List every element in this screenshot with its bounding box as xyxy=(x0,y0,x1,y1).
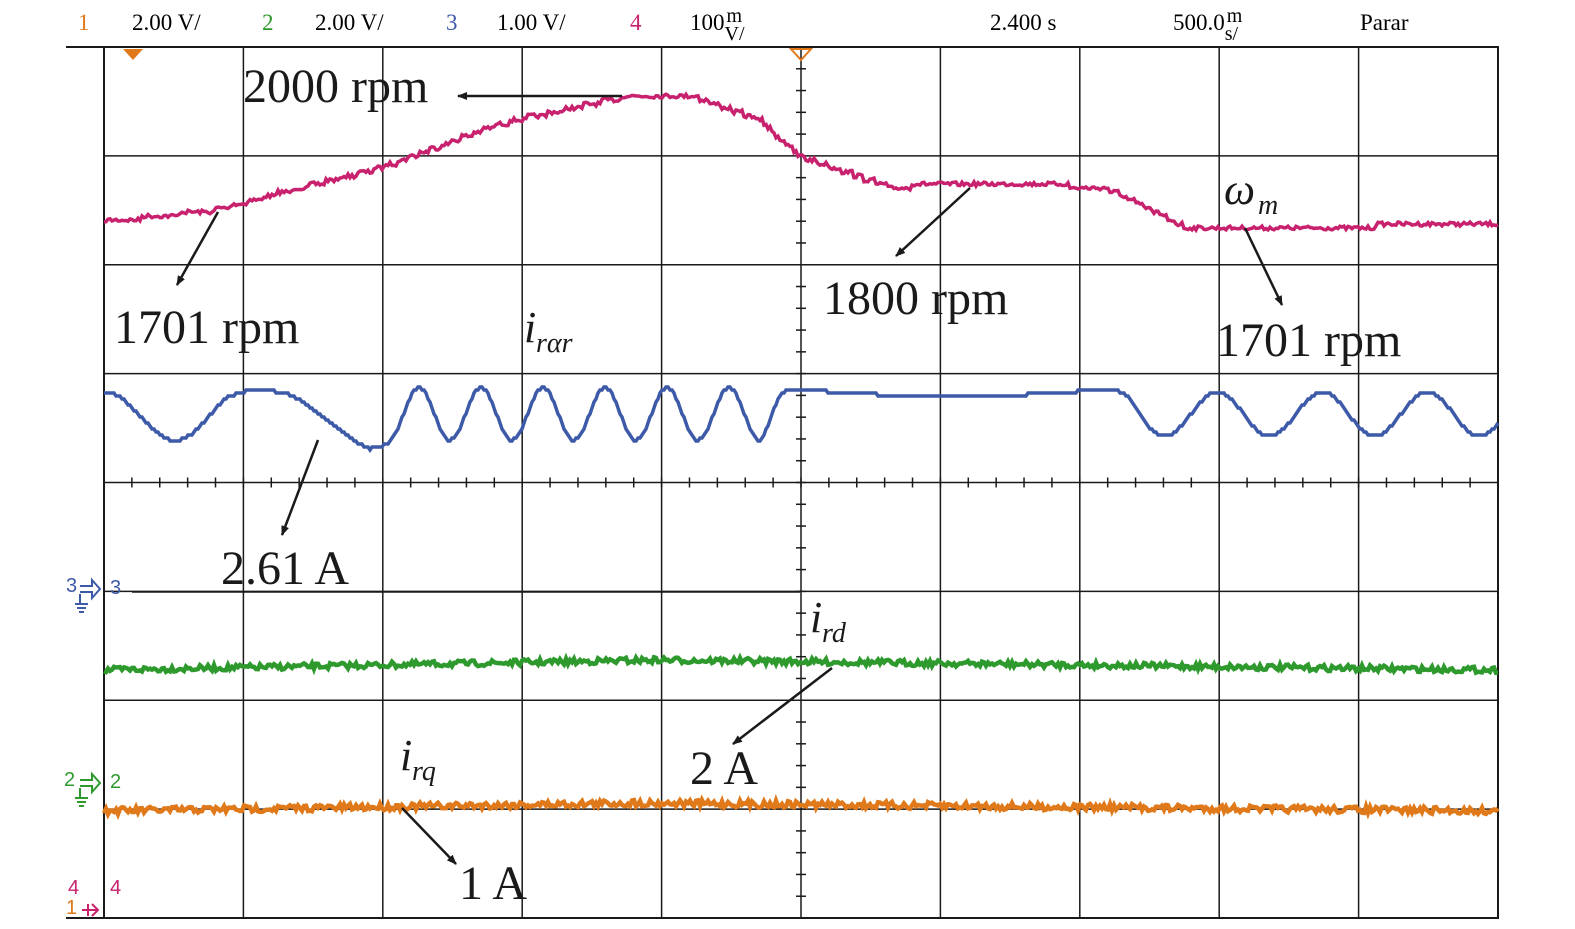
ch2-ground-marker[interactable]: 2 2 xyxy=(64,769,121,807)
ch3-ground-marker[interactable]: 3 3 xyxy=(66,575,121,613)
label-omega-m: ω m xyxy=(1224,165,1278,221)
ch1-number[interactable]: 1 xyxy=(78,10,90,35)
run-state[interactable]: Parar xyxy=(1360,10,1409,35)
label-i-rd: i rd xyxy=(810,593,847,649)
ch2-scale[interactable]: 2.00 V/ xyxy=(315,10,384,35)
label-2.61A: 2.61 A xyxy=(221,542,349,595)
ch3-marker-right: 3 xyxy=(110,577,121,599)
ch4-speed-trace xyxy=(103,91,1499,234)
ch4-unit-bottom: V/ xyxy=(724,23,745,45)
ch4-unit-top: m xyxy=(726,5,743,27)
ch4-marker-left: 4 xyxy=(68,877,79,899)
i-rq-subscript: rq xyxy=(412,756,436,787)
arrow-1A xyxy=(401,807,457,865)
timebase[interactable]: 500.0 m s/ xyxy=(1173,5,1251,45)
label-i-rar: i rαr xyxy=(524,303,573,359)
timebase-base: 500.0 xyxy=(1173,10,1225,35)
ch1-trigger-marker-icon[interactable] xyxy=(123,49,143,60)
timebase-unit-bottom: s/ xyxy=(1224,23,1239,45)
ch4-ground-marker[interactable]: 4 4 1 xyxy=(66,877,121,919)
ch1-irq-trace xyxy=(101,794,1500,821)
ch4-scale[interactable]: 100 m V/ xyxy=(690,5,751,45)
arrow-2A xyxy=(732,667,833,745)
label-2A: 2 A xyxy=(690,742,758,795)
arrow-1800rpm xyxy=(895,187,971,257)
graticule xyxy=(66,46,1499,919)
arrow-1701rpm-start xyxy=(175,211,220,286)
ch3-marker-left: 3 xyxy=(66,575,77,597)
ch2-ird-trace xyxy=(103,652,1499,676)
ch1-marker-left: 1 xyxy=(66,897,77,919)
arrow-1701rpm-end xyxy=(1243,227,1284,306)
status-bar: 1 2.00 V/ 2 2.00 V/ 3 1.00 V/ 4 100 m V/ 2… xyxy=(0,0,1575,48)
ch3-scale[interactable]: 1.00 V/ xyxy=(497,10,566,35)
i-rq-symbol: i xyxy=(400,731,412,780)
traces xyxy=(101,91,1500,821)
trigger-position-icon[interactable] xyxy=(788,48,814,62)
timebase-unit: m s/ xyxy=(1225,5,1251,45)
omega-symbol: ω xyxy=(1224,165,1255,214)
ch3-rotor-current-trace xyxy=(104,385,1500,454)
ch2-marker-right: 2 xyxy=(110,771,121,793)
label-1701rpm-end: 1701 rpm xyxy=(1216,314,1401,367)
label-2000rpm: 2000 rpm xyxy=(243,60,428,113)
ch3-ground-icon xyxy=(75,577,102,613)
i-rd-symbol: i xyxy=(810,593,822,642)
timebase-unit-top: m xyxy=(1226,5,1243,27)
ch4-scale-unit: m V/ xyxy=(725,5,751,45)
omega-subscript: m xyxy=(1258,190,1278,221)
ch2-number[interactable]: 2 xyxy=(262,10,274,35)
trigger-time[interactable]: 2.400 s xyxy=(990,10,1057,35)
i-rar-symbol: i xyxy=(524,303,536,352)
ch4-number[interactable]: 4 xyxy=(630,10,642,35)
ch1-scale[interactable]: 2.00 V/ xyxy=(132,10,201,35)
label-1701rpm-start: 1701 rpm xyxy=(114,301,299,354)
ch3-number[interactable]: 3 xyxy=(446,10,458,35)
ch4-ground-icon xyxy=(82,903,100,917)
ch4-scale-base: 100 xyxy=(690,10,725,35)
label-i-rq: i rq xyxy=(400,731,436,787)
i-rd-subscript: rd xyxy=(822,618,847,649)
label-1800rpm: 1800 rpm xyxy=(823,272,1008,325)
arrow-2.61A xyxy=(280,439,320,536)
label-1A: 1 A xyxy=(459,857,527,910)
ch4-marker-right: 4 xyxy=(110,877,121,899)
i-rar-subscript: rαr xyxy=(536,328,573,359)
ch2-ground-icon xyxy=(75,771,102,807)
ch2-marker-left: 2 xyxy=(64,769,75,791)
